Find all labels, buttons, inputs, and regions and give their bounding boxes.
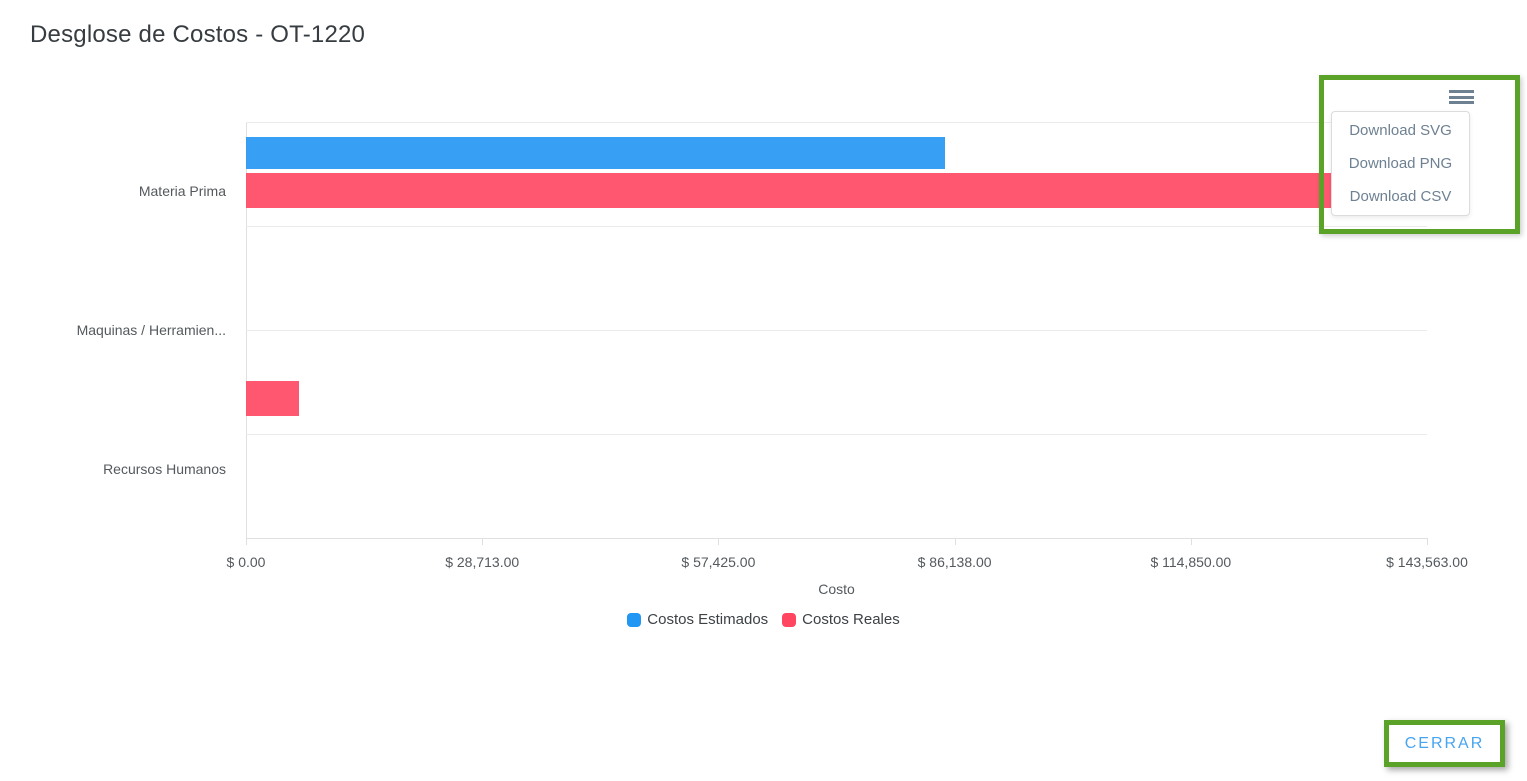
hamburger-bar — [1449, 90, 1474, 93]
gridline — [246, 434, 1427, 435]
annotation-highlight-close: CERRAR — [1384, 720, 1505, 767]
legend-label-reales: Costos Reales — [802, 611, 900, 628]
x-tick-label: $ 114,850.00 — [1150, 554, 1232, 570]
chart-export-menu: Download SVG Download PNG Download CSV — [1331, 111, 1470, 216]
hamburger-bar — [1449, 101, 1474, 104]
menu-item-download-svg[interactable]: Download SVG — [1349, 122, 1452, 139]
x-axis-tick — [954, 538, 956, 545]
chart-menu-icon[interactable] — [1449, 90, 1474, 104]
gridline — [246, 330, 1427, 331]
x-tick-label: $ 28,713.00 — [445, 554, 520, 570]
menu-item-download-png[interactable]: Download PNG — [1348, 155, 1453, 172]
annotation-highlight-menu — [1319, 75, 1520, 234]
x-axis-tick — [246, 538, 247, 545]
hamburger-bar — [1449, 95, 1474, 99]
y-category-label: Materia Prima — [138, 183, 226, 200]
dialog-title: Desglose de Costos - OT-1220 — [30, 21, 366, 48]
x-tick-label: $ 86,138.00 — [917, 554, 992, 570]
bar-reales-2[interactable] — [246, 381, 299, 416]
legend-item-estimados[interactable]: Costos Estimados — [627, 611, 768, 628]
menu-item-download-csv[interactable]: Download CSV — [1349, 188, 1452, 205]
legend-label-estimados: Costos Estimados — [647, 611, 769, 628]
x-axis-line — [246, 538, 1427, 539]
x-tick-label: $ 0.00 — [226, 554, 266, 570]
gridline — [246, 122, 1427, 123]
x-axis-title: Costo — [818, 581, 855, 597]
gridline — [246, 226, 1427, 227]
x-tick-label: $ 57,425.00 — [681, 554, 756, 570]
legend-item-reales[interactable]: Costos Reales — [782, 611, 900, 628]
x-tick-label: $ 143,563.00 — [1386, 554, 1468, 570]
bar-reales-0[interactable] — [246, 173, 1427, 208]
y-category-label: Maquinas / Herramien... — [76, 322, 226, 338]
chart-legend: Costos Estimados Costos Reales — [0, 611, 1527, 628]
x-axis-tick — [482, 538, 484, 545]
legend-marker-reales — [782, 612, 797, 627]
x-axis-tick — [718, 538, 720, 545]
legend-marker-estimados — [627, 612, 642, 627]
x-axis-tick — [1427, 538, 1428, 545]
close-button[interactable]: CERRAR — [1389, 725, 1500, 762]
x-axis-tick — [1190, 538, 1192, 545]
y-category-label: Recursos Humanos — [103, 460, 226, 477]
bar-estimados-0[interactable] — [246, 137, 946, 169]
